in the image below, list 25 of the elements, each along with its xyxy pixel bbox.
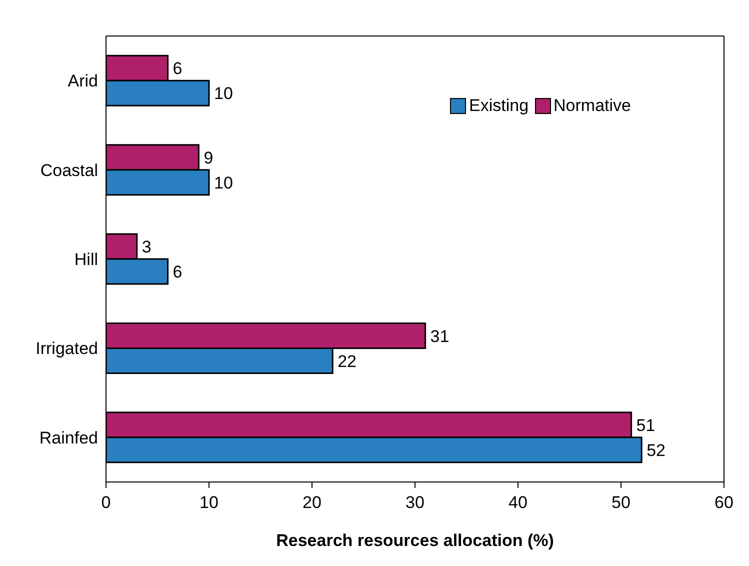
x-tick-label: 30 (406, 493, 424, 512)
data-label: 9 (204, 148, 214, 168)
y-tick-label: Coastal (40, 160, 98, 180)
x-tick-label: 60 (714, 493, 734, 512)
y-tick-label: Irrigated (36, 339, 98, 358)
y-tick-label: Arid (68, 72, 98, 91)
data-label: 22 (338, 352, 357, 371)
x-tick-label: 10 (200, 493, 218, 512)
data-label: 6 (172, 262, 182, 282)
data-label: 52 (646, 440, 666, 460)
data-label: 3 (142, 238, 152, 257)
data-label: 31 (430, 326, 450, 346)
x-tick-label: 40 (508, 493, 528, 512)
data-label: 51 (636, 416, 656, 435)
x-axis-title: Research resources allocation (%) (276, 531, 554, 550)
x-tick-label: 20 (302, 493, 322, 512)
data-label: 10 (214, 173, 233, 192)
legend-label: Existing (468, 96, 529, 116)
data-label: 6 (172, 59, 182, 78)
data-label: 10 (214, 84, 233, 104)
legend-label: Normative (552, 96, 631, 116)
y-tick-label: Hill (74, 250, 98, 270)
y-tick-label: Rainfed (39, 428, 98, 448)
x-tick-label: 0 (101, 493, 111, 512)
x-tick-label: 50 (612, 493, 630, 512)
